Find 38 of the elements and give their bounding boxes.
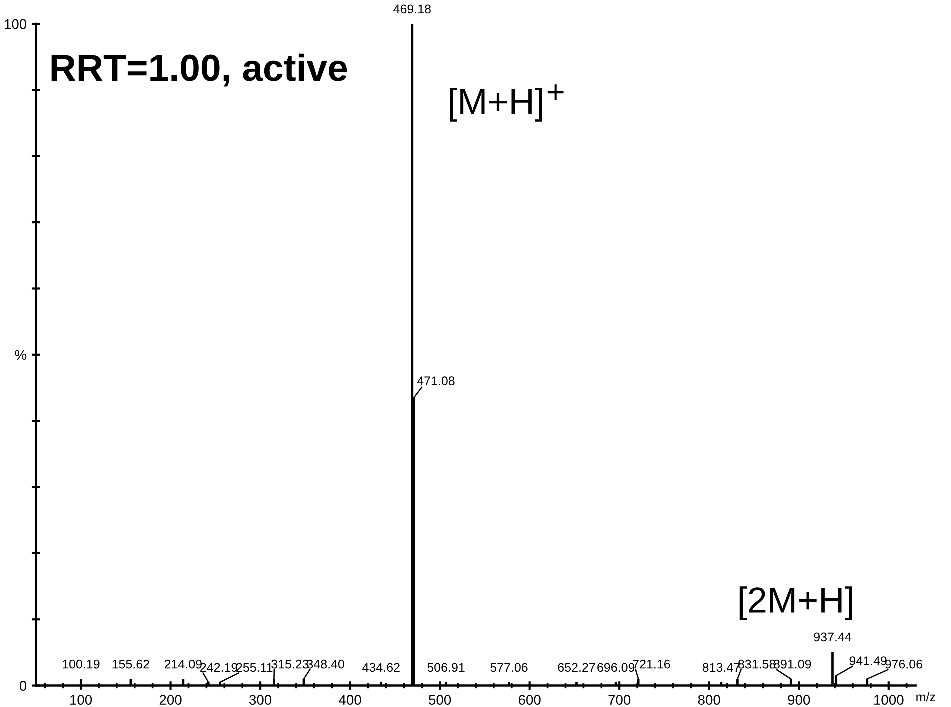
annotation: 831.58 [738,660,776,669]
x-tick-label: 300 [249,695,272,706]
annotation: 937.44 [814,632,852,642]
annotation: [M+H]$^{+}$ [450,84,564,122]
x-tick-label: 800 [698,695,720,706]
annotation: 100.19 [63,660,100,669]
x-tick-label: 700 [608,695,631,706]
annotation: 577.06 [490,663,528,672]
annotation: 721.16 [633,660,670,669]
y-tick-label: 0 [20,681,27,691]
annotation: 434.62 [362,663,400,672]
annotation: 255.11 [236,663,273,672]
annotation: 652.27 [558,663,596,672]
annotation: RRT=1.00, active [52,54,348,87]
annotation: 242.19 [200,663,238,672]
y-tick-label: 100 [5,19,27,30]
annotation: 696.09 [598,663,635,672]
annotation: 155.62 [112,660,150,669]
annotation: 941.49 [850,656,887,666]
x-tick-label: 400 [339,695,362,706]
x-tick-label: 200 [160,695,182,706]
x-tick-label: 500 [429,695,452,706]
y-tick-label: % [15,350,27,360]
annotation: 315.23 [272,660,309,669]
x-tick-label: 100 [70,695,92,706]
annotation: 214.09 [164,660,202,669]
annotation: 506.91 [428,663,465,672]
annotation: 813.47 [702,663,740,672]
annotation: 891.09 [774,660,812,669]
annotation: 976.06 [885,660,922,669]
annotation: 471.08 [417,376,455,386]
x-tick-label: 1000 [874,695,904,706]
annotation: [2M+H] [740,586,852,620]
x-tick-label: 600 [518,695,541,706]
x-axis-title: m/z [916,692,936,702]
annotation: 348.40 [307,660,344,669]
annotation: 469.18 [394,4,431,14]
x-tick-label: 900 [788,695,810,706]
